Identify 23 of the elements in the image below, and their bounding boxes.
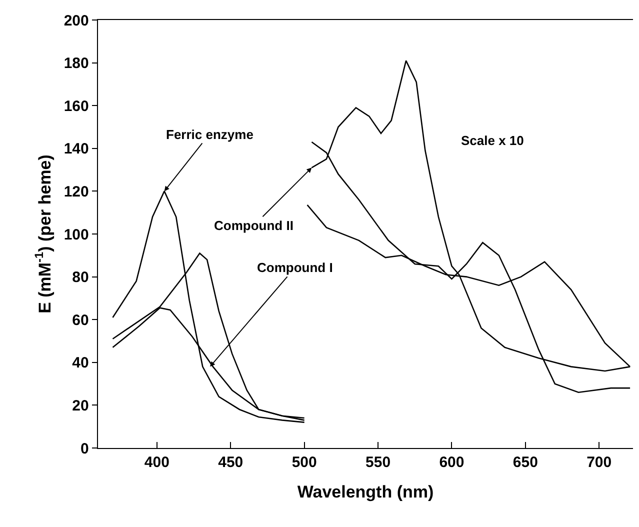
y-tick-label: 100 bbox=[64, 226, 89, 244]
annotation: Compound II bbox=[214, 218, 294, 233]
x-tick-label: 400 bbox=[144, 454, 170, 472]
x-tick-label: 450 bbox=[218, 454, 244, 472]
x-axis-title: Wavelength (nm) bbox=[297, 482, 434, 502]
y-tick-label: 160 bbox=[64, 98, 89, 115]
y-tick-label: 140 bbox=[64, 140, 89, 158]
x-tick-label: 650 bbox=[512, 454, 538, 472]
y-tick-label: 20 bbox=[72, 397, 89, 414]
y-tick-label: 80 bbox=[72, 269, 89, 286]
y-tick-label: 40 bbox=[72, 354, 89, 372]
x-tick-label: 600 bbox=[439, 454, 464, 472]
y-tick-label: 120 bbox=[64, 183, 89, 200]
x-tick-label: 550 bbox=[366, 454, 391, 472]
annotation: Ferric enzyme bbox=[166, 127, 254, 142]
y-tick-label: 0 bbox=[80, 440, 89, 458]
x-tick-label: 500 bbox=[292, 454, 317, 472]
y-tick-label: 180 bbox=[64, 55, 89, 72]
x-tick-label: 700 bbox=[586, 454, 612, 472]
annotation: Compound I bbox=[257, 260, 333, 275]
y-tick-label: 60 bbox=[72, 312, 89, 329]
annotation: Scale x 10 bbox=[461, 133, 524, 148]
y-tick-label: 200 bbox=[64, 12, 89, 30]
